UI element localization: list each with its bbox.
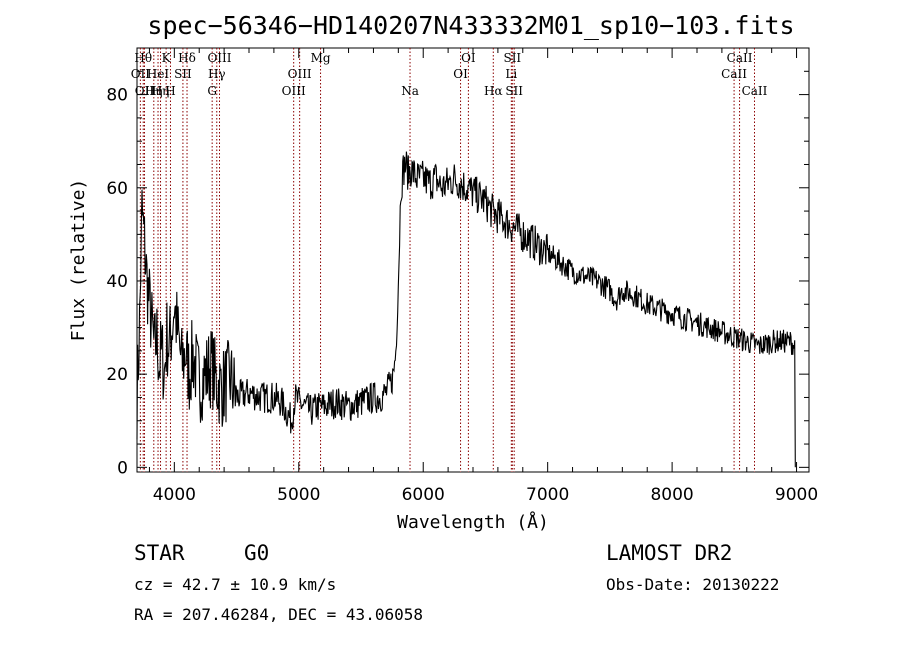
y-tick-label: 80 xyxy=(106,86,128,106)
spectral-line-label: H xyxy=(165,84,175,98)
y-tick-label: 40 xyxy=(106,272,128,292)
object-class: STAR xyxy=(134,541,185,565)
spectral-line-label: Hδ xyxy=(178,51,196,65)
spectral-line-label: OIII xyxy=(282,84,306,98)
chart-title: spec−56346−HD140207N433332M01_sp10−103.f… xyxy=(147,11,794,40)
x-tick-label: 7000 xyxy=(526,485,569,505)
plot-area: OIIHθOIIHηHeIHηKHSIIHδGHγOIIIOIIIOIIIMgN… xyxy=(106,47,818,505)
spectrum-line xyxy=(136,151,796,468)
y-tick-label: 60 xyxy=(106,179,128,199)
survey-name: LAMOST DR2 xyxy=(606,541,732,565)
spectral-line-label: G xyxy=(207,84,217,98)
spectral-line-label: CaII xyxy=(721,67,747,81)
spectral-line-label: Hα xyxy=(484,84,503,98)
spectral-line-label: SII xyxy=(503,51,521,65)
spectral-line-label: Mg xyxy=(311,51,331,65)
spectral-line-label: Hγ xyxy=(208,67,226,81)
spectral-line-label: OI xyxy=(461,51,476,65)
spectral-line-label: OIII xyxy=(207,51,231,65)
spectral-line-labels: OIIHθOIIHηHeIHηKHSIIHδGHγOIIIOIIIOIIIMgN… xyxy=(131,51,768,98)
spectral-line-label: Hθ xyxy=(134,51,152,65)
x-tick-label: 4000 xyxy=(153,485,196,505)
y-axis-ticks: 0 20 40 60 80 xyxy=(106,70,809,478)
spectral-line-label: OII xyxy=(131,67,151,81)
x-axis-title: Wavelength (Å) xyxy=(397,511,549,533)
spectral-line-label: Hη xyxy=(145,84,163,98)
x-tick-label: 5000 xyxy=(277,485,320,505)
x-tick-label: 6000 xyxy=(402,485,445,505)
spectral-line-label: HeI xyxy=(147,67,170,81)
spectral-line-label: SII xyxy=(174,67,192,81)
object-subclass: G0 xyxy=(244,541,269,565)
spectral-line-markers xyxy=(139,48,755,472)
info-panel: STAR G0 LAMOST DR2 cz = 42.7 ± 10.9 km/s… xyxy=(134,541,779,624)
redshift-text: cz = 42.7 ± 10.9 km/s xyxy=(134,575,336,594)
spectral-line-label: OIII xyxy=(288,67,312,81)
spectral-line-label: Na xyxy=(401,84,419,98)
x-tick-label: 8000 xyxy=(650,485,693,505)
spectral-line-label: OI xyxy=(453,67,468,81)
obs-date-text: Obs-Date: 20130222 xyxy=(606,575,779,594)
spectral-line-label: CaII xyxy=(727,51,753,65)
y-tick-label: 20 xyxy=(106,365,128,385)
y-tick-label: 0 xyxy=(117,458,128,478)
coords-text: RA = 207.46284, DEC = 43.06058 xyxy=(134,605,423,624)
x-tick-label: 9000 xyxy=(775,485,818,505)
plot-frame xyxy=(136,47,810,473)
spectral-line-label: Li xyxy=(505,67,517,81)
spectral-line-label: K xyxy=(162,51,172,65)
x-axis-ticks: 4000 5000 6000 7000 8000 9000 xyxy=(148,48,818,505)
spectral-line-label: SII xyxy=(505,84,523,98)
y-axis-title: Flux (relative) xyxy=(68,179,89,342)
spectral-line-label: Hη xyxy=(152,84,170,98)
spectral-line-label: CaII xyxy=(742,84,768,98)
